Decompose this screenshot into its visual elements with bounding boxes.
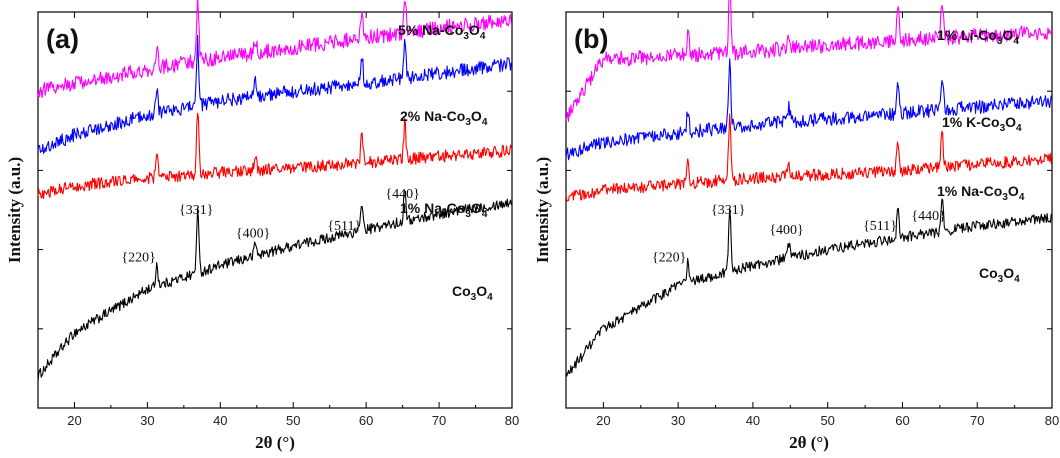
panel-a: 20 30 40 50 60 70 80 2θ (°) Intensity (a.u.) (a) C… [5,0,519,452]
series-label: 5% Na-Co3O4 [398,22,486,42]
peak-label: {331} [711,203,745,218]
series-line [565,0,1052,123]
x-tick-label: 40 [746,413,760,428]
series-label: 1% Na-Co3O4 [400,200,488,220]
x-tick-label: 20 [67,413,81,428]
x-tick-label: 80 [1045,413,1059,428]
panel-label: (b) [574,24,608,54]
series-label: 2% Na-Co3O4 [400,108,488,128]
series-label: 1% Na-Co3O4 [937,183,1025,203]
x-tick-label: 60 [359,413,373,428]
peak-label: {220} [121,250,155,265]
x-tick-label: 60 [895,413,909,428]
peak-label: {220} [652,250,686,265]
x-tick-label: 30 [671,413,685,428]
x-tick-label: 20 [596,413,610,428]
series-line [565,198,1052,377]
peak-label: {511} [327,219,361,234]
x-axis-title: 2θ (°) [789,433,829,452]
x-tick-label: 70 [970,413,984,428]
panel-b: 20 30 40 50 60 70 80 2θ (°) Intensity (a.u.) (b) C… [533,0,1059,452]
peak-label: {440} [911,209,945,224]
x-tick-label: 30 [140,413,154,428]
y-axis-title: Intensity (a.u.) [533,157,552,263]
series-line [37,112,512,200]
plot-frame [565,11,1053,409]
x-axis-title: 2θ (°) [255,433,295,452]
x-tick-label: 50 [820,413,834,428]
peak-label: {331} [179,203,213,218]
series-line [565,58,1052,161]
x-tick-label: 80 [505,413,519,428]
series-line [565,113,1052,202]
x-tick-label: 70 [432,413,446,428]
series-label: 1% Li-Co3O4 [937,27,1019,47]
series-label: 1% K-Co3O4 [942,114,1022,134]
y-axis-title: Intensity (a.u.) [5,157,24,263]
x-tick-label: 50 [286,413,300,428]
series-line [37,35,512,154]
peak-label: {511} [863,219,897,234]
series-label: Co3O4 [979,265,1020,285]
x-tick-label: 40 [213,413,227,428]
peak-label: {440} [385,187,419,202]
series-label: Co3O4 [452,283,493,303]
series-line [37,190,512,381]
plot-frame [37,11,513,409]
peak-label: {400} [236,227,270,242]
series-line [37,0,512,99]
panel-label: (a) [46,24,79,54]
peak-label: {400} [769,223,803,238]
